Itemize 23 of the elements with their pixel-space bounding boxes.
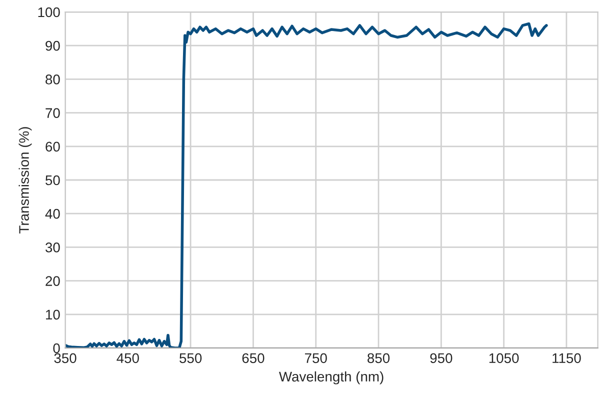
line-series [65, 22, 548, 348]
x-tick-label: 550 [180, 353, 202, 364]
x-axis-title: Wavelength (nm) [278, 371, 384, 384]
x-tick-label: 350 [54, 353, 76, 364]
y-tick-label: 20 [46, 276, 60, 286]
x-tick-label: 850 [368, 353, 390, 364]
y-tick-label: 80 [46, 74, 60, 84]
y-tick-label: 30 [45, 242, 60, 252]
y-tick-label: 90 [46, 40, 60, 51]
y-tick-label: 40 [45, 208, 60, 219]
y-axis-title: Transmission (%) [18, 127, 32, 234]
y-tick-label: 10 [46, 310, 60, 320]
x-tick-label: 650 [242, 353, 264, 364]
y-tick-label: 70 [46, 108, 60, 118]
x-tick-label: 950 [430, 353, 452, 364]
x-tick-label: 1050 [489, 353, 519, 364]
y-tick-label: 100 [38, 7, 60, 18]
x-tick-label: 1150 [552, 353, 581, 364]
x-tick-label: 750 [305, 353, 327, 364]
y-tick-label: 50 [46, 175, 60, 186]
y-tick-label: 0 [53, 343, 60, 354]
x-tick-label: 450 [116, 353, 139, 364]
y-tick-label: 60 [46, 142, 60, 152]
